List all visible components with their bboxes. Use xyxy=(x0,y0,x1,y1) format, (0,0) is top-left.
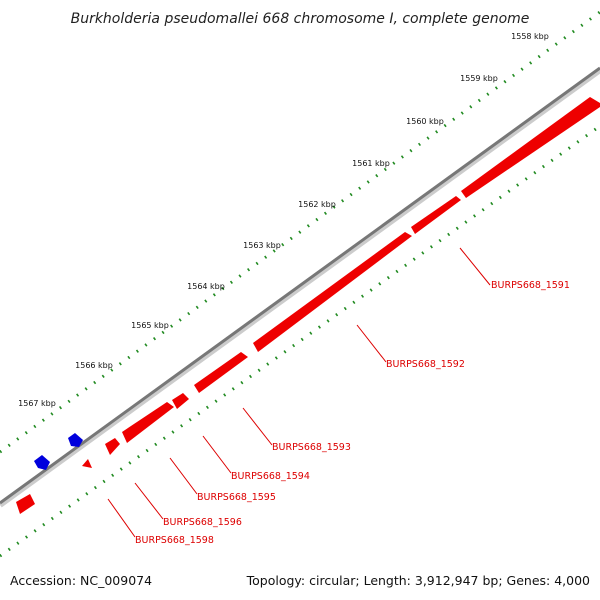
gene-labels: BURPS668_1591 BURPS668_1592 BURPS668_1593 B… xyxy=(135,280,570,546)
label-leader-lines xyxy=(107,247,491,538)
gene-arrow-reverse[interactable] xyxy=(68,433,83,447)
tick-label: 1559 kbp xyxy=(460,74,498,83)
leader-line xyxy=(169,457,198,495)
gene-arrow-reverse[interactable] xyxy=(34,455,50,470)
tick-label: 1561 kbp xyxy=(352,159,390,168)
gene-arrow[interactable] xyxy=(461,97,600,198)
upper-dotted-track xyxy=(0,10,600,454)
gene-arrow[interactable] xyxy=(105,438,120,455)
map-title: Burkholderia pseudomallei 668 chromosome… xyxy=(71,11,530,27)
tick-label: 1562 kbp xyxy=(298,200,336,209)
gene-arrow[interactable] xyxy=(253,232,412,352)
tick-label: 1565 kbp xyxy=(131,321,169,330)
forward-strand-genes xyxy=(16,97,600,514)
leader-line xyxy=(134,482,164,520)
backbone xyxy=(0,66,600,508)
genome-summary-text: Topology: circular; Length: 3,912,947 bp… xyxy=(246,573,590,588)
gene-label[interactable]: BURPS668_1593 xyxy=(272,442,351,453)
leader-line xyxy=(202,435,232,474)
tick-labels: 1558 kbp 1559 kbp 1560 kbp 1561 kbp 1562 kbp… xyxy=(18,32,549,408)
gene-arrow[interactable] xyxy=(16,494,35,514)
gene-label[interactable]: BURPS668_1596 xyxy=(163,517,242,528)
gene-label[interactable]: BURPS668_1594 xyxy=(231,471,310,482)
gene-arrow[interactable] xyxy=(82,459,92,468)
gene-arrow[interactable] xyxy=(411,196,461,234)
leader-line xyxy=(459,247,491,286)
tick-label: 1563 kbp xyxy=(243,241,281,250)
tick-label: 1560 kbp xyxy=(406,117,444,126)
tick-label: 1558 kbp xyxy=(511,32,549,41)
leader-line xyxy=(242,407,273,446)
gene-label[interactable]: BURPS668_1591 xyxy=(491,280,570,291)
gene-label[interactable]: BURPS668_1592 xyxy=(386,359,465,370)
leader-line xyxy=(356,324,387,363)
accession-text: Accession: NC_009074 xyxy=(10,573,153,588)
lower-dotted-track xyxy=(0,124,600,558)
gene-arrow[interactable] xyxy=(172,393,189,409)
tick-label: 1567 kbp xyxy=(18,399,56,408)
tick-label: 1564 kbp xyxy=(187,282,225,291)
gene-label[interactable]: BURPS668_1598 xyxy=(135,535,214,546)
gene-arrow[interactable] xyxy=(122,402,174,443)
gene-arrow[interactable] xyxy=(194,352,248,393)
reverse-strand-genes xyxy=(34,433,83,470)
gene-label[interactable]: BURPS668_1595 xyxy=(197,492,276,503)
tick-label: 1566 kbp xyxy=(75,361,113,370)
leader-line xyxy=(107,498,136,538)
